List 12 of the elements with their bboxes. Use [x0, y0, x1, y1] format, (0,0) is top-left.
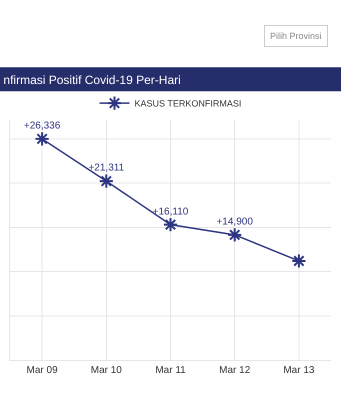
text: +16,110	[152, 206, 188, 218]
chart-title: nfirmasi Positif Covid-19 Per-Hari	[3, 73, 181, 88]
x-tick-label: Mar 11	[155, 365, 186, 376]
x-tick-label: Mar 09	[26, 365, 58, 376]
x-tick-label: Mar 13	[283, 365, 315, 376]
x-tick-label: Mar 10	[90, 365, 122, 376]
text: +21,311	[88, 162, 124, 174]
text: Pilih Provinsi	[270, 31, 322, 41]
text: +14,900	[216, 216, 253, 228]
x-tick-label: Mar 12	[219, 365, 251, 376]
legend-label: KASUS TERKONFIRMASI	[134, 98, 242, 109]
text: +26,336	[24, 120, 60, 132]
